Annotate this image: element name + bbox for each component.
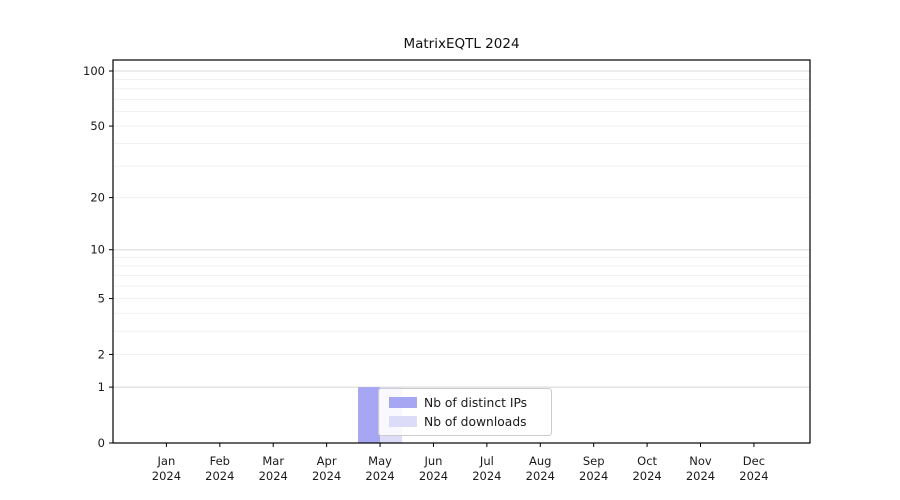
y-tick-label: 0	[98, 436, 105, 450]
legend-item-downloads: Nb of downloads	[389, 414, 546, 429]
x-tick-label-month: Aug	[529, 454, 551, 468]
x-tick-label-year: 2024	[312, 469, 341, 483]
distinct-ips-swatch-icon	[389, 397, 417, 408]
x-tick-label-month: Jul	[479, 454, 494, 468]
x-tick-label-year: 2024	[579, 469, 608, 483]
x-tick-label-year: 2024	[259, 469, 288, 483]
x-tick-label-month: Apr	[317, 454, 337, 468]
x-tick-label-month: Jan	[157, 454, 176, 468]
plot-border	[112, 59, 811, 444]
x-tick-label-month: Oct	[637, 454, 657, 468]
x-tick-label-year: 2024	[152, 469, 181, 483]
x-tick-label-year: 2024	[472, 469, 501, 483]
chart-title: MatrixEQTL 2024	[403, 36, 520, 52]
y-tick-label: 10	[90, 243, 105, 257]
x-tick-label-month: May	[368, 454, 392, 468]
x-tick-label-year: 2024	[419, 469, 448, 483]
y-tick-label: 20	[90, 191, 105, 205]
legend-label-downloads: Nb of downloads	[424, 414, 527, 429]
x-tick-label-year: 2024	[365, 469, 394, 483]
x-tick-label-month: Mar	[262, 454, 284, 468]
x-tick-label-year: 2024	[739, 469, 768, 483]
legend-item-distinct-ips: Nb of distinct IPs	[389, 395, 546, 410]
x-tick-label-month: Sep	[583, 454, 605, 468]
x-tick-label-month: Feb	[210, 454, 230, 468]
x-tick-label-year: 2024	[632, 469, 661, 483]
y-tick-label: 50	[90, 119, 105, 133]
x-tick-label-month: Nov	[689, 454, 712, 468]
x-tick-label-year: 2024	[686, 469, 715, 483]
downloads-swatch-icon	[389, 416, 417, 427]
legend-label-distinct-ips: Nb of distinct IPs	[424, 395, 528, 410]
y-tick-label: 1	[98, 380, 105, 394]
y-tick-label: 100	[83, 64, 105, 78]
x-tick-label-month: Dec	[743, 454, 765, 468]
x-tick-label-year: 2024	[526, 469, 555, 483]
x-tick-label-year: 2024	[205, 469, 234, 483]
y-tick-label: 5	[98, 292, 105, 306]
legend: Nb of distinct IPs Nb of downloads	[378, 388, 552, 436]
y-tick-label: 2	[98, 347, 105, 361]
bar-may-distinct-ips	[358, 387, 381, 443]
x-tick-label-month: Jun	[423, 454, 442, 468]
